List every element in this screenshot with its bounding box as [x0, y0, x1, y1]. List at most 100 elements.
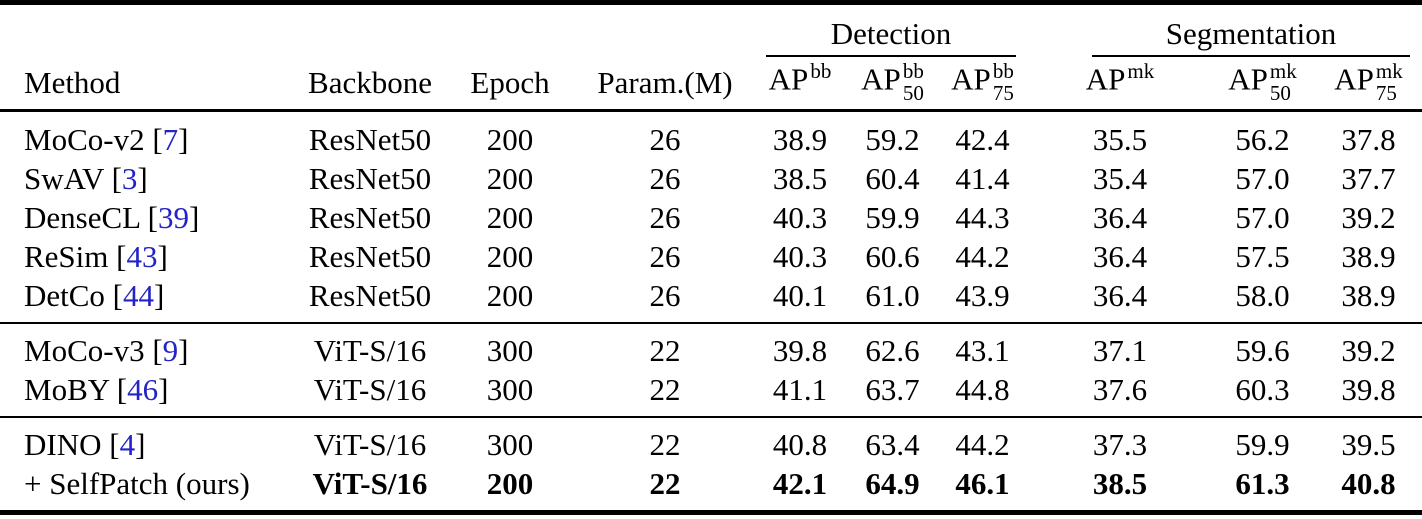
param-cell: 22	[580, 416, 750, 464]
method-cell: MoCo-v2 [7]	[0, 111, 300, 160]
ap-bb-cell: 40.3	[772, 200, 828, 235]
param-cell: 22	[649, 466, 681, 501]
group-header-detection: Detection	[750, 3, 1030, 57]
epoch-cell: 200	[486, 161, 534, 196]
backbone-cell: ViT-S/16	[312, 466, 428, 501]
ap-bb-cell: 42.1	[772, 466, 828, 501]
method-cell: MoCo-v3 [9]	[0, 322, 300, 370]
method-name: MoCo-v3 [	[24, 333, 163, 368]
epoch-cell: 200	[486, 122, 534, 157]
ap-mk-cell: 38.5	[1092, 466, 1148, 501]
backbone-cell: ResNet50	[308, 278, 432, 313]
ap-mk-cell: 35.5	[1092, 122, 1148, 157]
method-name: MoCo-v2 [	[24, 122, 163, 157]
ap-base: AP	[1085, 61, 1126, 97]
ap-bb-50-cell: 63.4	[850, 416, 935, 464]
ap-bb-cell: 40.3	[772, 239, 828, 274]
table-row: MoBY [46] ViT-S/16 300 22 41.1 63.7 44.8…	[0, 370, 1422, 417]
col-header-ap-bb-75: AP bb 75	[935, 56, 1030, 112]
backbone-cell: ViT-S/16	[313, 372, 427, 407]
epoch-cell: 200	[486, 278, 534, 313]
ap-base: AP	[951, 61, 991, 97]
ap-mk-75-cell: 37.7	[1341, 161, 1396, 196]
ap-mk-50-cell: 60.3	[1235, 372, 1290, 407]
param-cell: 26	[649, 200, 681, 235]
citation-link[interactable]: 4	[119, 427, 136, 462]
group-header-spacer	[0, 3, 750, 57]
ap-bb-50-cell: 60.6	[865, 239, 920, 274]
ap-mk-75-cell: 38.9	[1341, 278, 1396, 313]
ap-bb-50-cell: 62.6	[850, 322, 935, 370]
backbone-cell: ResNet50	[308, 161, 432, 196]
table-row: MoCo-v3 [9] ViT-S/16 300 22 39.8 62.6 43…	[0, 322, 1422, 370]
col-header-ap-mk: AP mk	[1030, 56, 1210, 112]
citation-link[interactable]: 7	[162, 122, 179, 157]
epoch-cell: 300	[486, 372, 534, 407]
ap-mk-50-cell: 58.0	[1235, 278, 1290, 313]
backbone-cell: ResNet50	[308, 200, 432, 235]
ap-mk-75-cell: 38.9	[1341, 239, 1396, 274]
method-name: DetCo [	[24, 278, 124, 313]
ap-bb-50-cell: 59.9	[865, 200, 920, 235]
ap-bb-75-cell: 44.3	[955, 200, 1010, 235]
col-header-ap-mk-50: AP mk 50	[1210, 56, 1315, 112]
ap-superscript: bb	[992, 59, 1014, 84]
ap-superscript: bb	[902, 59, 924, 84]
ap-superscript: bb	[810, 59, 832, 84]
ap-subscript: 50	[902, 81, 924, 106]
ap-bb-75-cell: 43.9	[955, 278, 1010, 313]
table-row: DINO [4] ViT-S/16 300 22 40.8 63.4 44.2 …	[0, 416, 1422, 464]
backbone-cell: ViT-S/16	[300, 322, 440, 370]
ap-mk-cell: 37.1	[1030, 322, 1210, 370]
method-bracket: ]	[178, 333, 189, 368]
ap-bb-cell: 40.1	[772, 278, 828, 313]
citation-link[interactable]: 44	[123, 278, 155, 313]
method-bracket: ]	[178, 122, 189, 157]
citation-link[interactable]: 43	[126, 239, 158, 274]
ap-mk-50-cell: 56.2	[1235, 122, 1290, 157]
ap-bb-75-cell: 41.4	[955, 161, 1010, 196]
param-cell: 26	[649, 278, 681, 313]
citation-link[interactable]: 9	[162, 333, 179, 368]
ap-subscript: 75	[992, 81, 1014, 106]
col-header-epoch: Epoch	[440, 56, 580, 112]
col-header-param: Param.(M)	[580, 56, 750, 112]
ap-bb-75-cell: 42.4	[955, 122, 1010, 157]
ap-base: AP	[1334, 61, 1374, 97]
ap-mk-50-cell: 57.0	[1235, 200, 1290, 235]
ap-bb-50-cell: 61.0	[865, 278, 920, 313]
ap-bb-50-cell: 59.2	[865, 122, 920, 157]
backbone-cell: ViT-S/16	[300, 416, 440, 464]
method-bracket: ]	[154, 278, 165, 313]
method-bracket: ]	[135, 427, 146, 462]
method-name: MoBY [	[24, 372, 128, 407]
method-name: DINO [	[24, 427, 120, 462]
method-cell: DetCo [44]	[0, 276, 300, 323]
citation-link[interactable]: 46	[127, 372, 159, 407]
param-cell: 26	[649, 161, 681, 196]
ap-bb-50-cell: 64.9	[865, 466, 920, 501]
epoch-cell: 300	[440, 322, 580, 370]
ap-superscript: mk	[1375, 59, 1403, 84]
segmentation-group-label: Segmentation	[1165, 15, 1337, 51]
ap-bb-75-cell: 44.8	[955, 372, 1010, 407]
citation-link[interactable]: 3	[121, 161, 138, 196]
epoch-cell: 200	[486, 200, 534, 235]
table-row: DetCo [44] ResNet50 200 26 40.1 61.0 43.…	[0, 276, 1422, 323]
ap-bb-cell: 39.8	[750, 322, 850, 370]
param-cell: 22	[580, 322, 750, 370]
ap-base: AP	[768, 61, 809, 97]
detection-group-label: Detection	[830, 15, 952, 51]
citation-link[interactable]: 39	[158, 200, 190, 235]
table-row-selfpatch-ours: + SelfPatch (ours) ViT-S/16 200 22 42.1 …	[0, 464, 1422, 513]
backbone-cell: ResNet50	[308, 239, 432, 274]
ap-bb-50-cell: 63.7	[865, 372, 920, 407]
ap-mk-50-cell: 59.9	[1210, 416, 1315, 464]
ap-mk-50-cell: 59.6	[1210, 322, 1315, 370]
ap-mk-cell: 37.3	[1030, 416, 1210, 464]
method-name: ReSim [	[24, 239, 127, 274]
method-cell: DINO [4]	[0, 416, 300, 464]
ap-base: AP	[1228, 61, 1268, 97]
method-name: SwAV [	[24, 161, 122, 196]
